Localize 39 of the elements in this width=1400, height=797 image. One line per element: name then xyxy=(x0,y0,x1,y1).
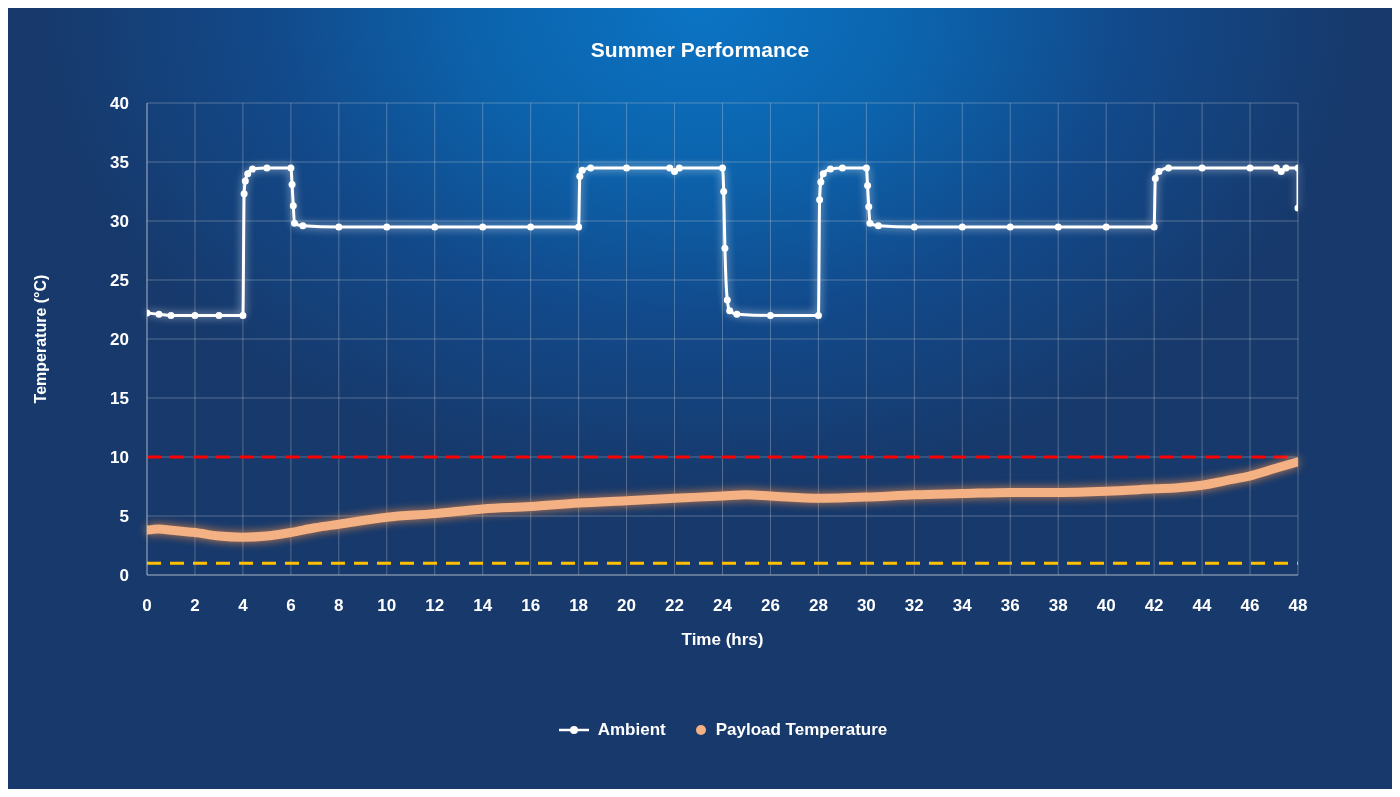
x-tick-label: 44 xyxy=(1192,596,1213,616)
y-tick-label: 0 xyxy=(119,566,129,586)
x-tick-label: 4 xyxy=(238,596,249,616)
chart-title: Summer Performance xyxy=(589,38,811,62)
x-tick-label: 22 xyxy=(665,596,684,616)
x-tick-label: 48 xyxy=(1288,596,1308,616)
x-tick-label: 6 xyxy=(286,596,296,616)
x-tick-label: 40 xyxy=(1096,596,1116,616)
x-tick-label: 18 xyxy=(569,596,589,616)
x-tick-label: 38 xyxy=(1048,596,1068,616)
x-tick-label: 30 xyxy=(856,596,876,616)
y-tick-label: 40 xyxy=(110,94,129,114)
x-tick-label: 20 xyxy=(617,596,637,616)
y-tick-label: 20 xyxy=(110,330,129,350)
x-tick-label: 28 xyxy=(808,596,828,616)
legend-label: Payload Temperature xyxy=(715,720,888,740)
y-tick-label: 35 xyxy=(110,153,129,173)
x-tick-label: 8 xyxy=(334,596,344,616)
x-tick-label: 14 xyxy=(473,596,493,616)
x-tick-label: 26 xyxy=(761,596,780,616)
x-tick-label: 46 xyxy=(1240,596,1260,616)
x-axis-title: Time (hrs) xyxy=(681,630,764,649)
x-tick-label: 42 xyxy=(1144,596,1164,616)
y-tick-label: 30 xyxy=(110,212,129,232)
y-tick-label: 25 xyxy=(110,271,129,291)
x-tick-label: 0 xyxy=(142,596,152,616)
x-tick-label: 16 xyxy=(521,596,541,616)
y-tick-label: 5 xyxy=(119,507,129,527)
x-tick-label: 2 xyxy=(190,596,200,616)
x-tick-label: 10 xyxy=(377,596,397,616)
y-tick-label: 15 xyxy=(110,389,129,409)
x-tick-label: 36 xyxy=(1000,596,1020,616)
x-tick-label: 12 xyxy=(425,596,445,616)
x-tick-label: 24 xyxy=(713,596,733,616)
y-axis-title: Temperature (°C) xyxy=(31,274,49,404)
y-tick-label: 10 xyxy=(110,448,129,468)
x-tick-label: 32 xyxy=(904,596,924,616)
x-tick-label: 34 xyxy=(952,596,973,616)
legend-label: Ambient xyxy=(597,720,666,740)
